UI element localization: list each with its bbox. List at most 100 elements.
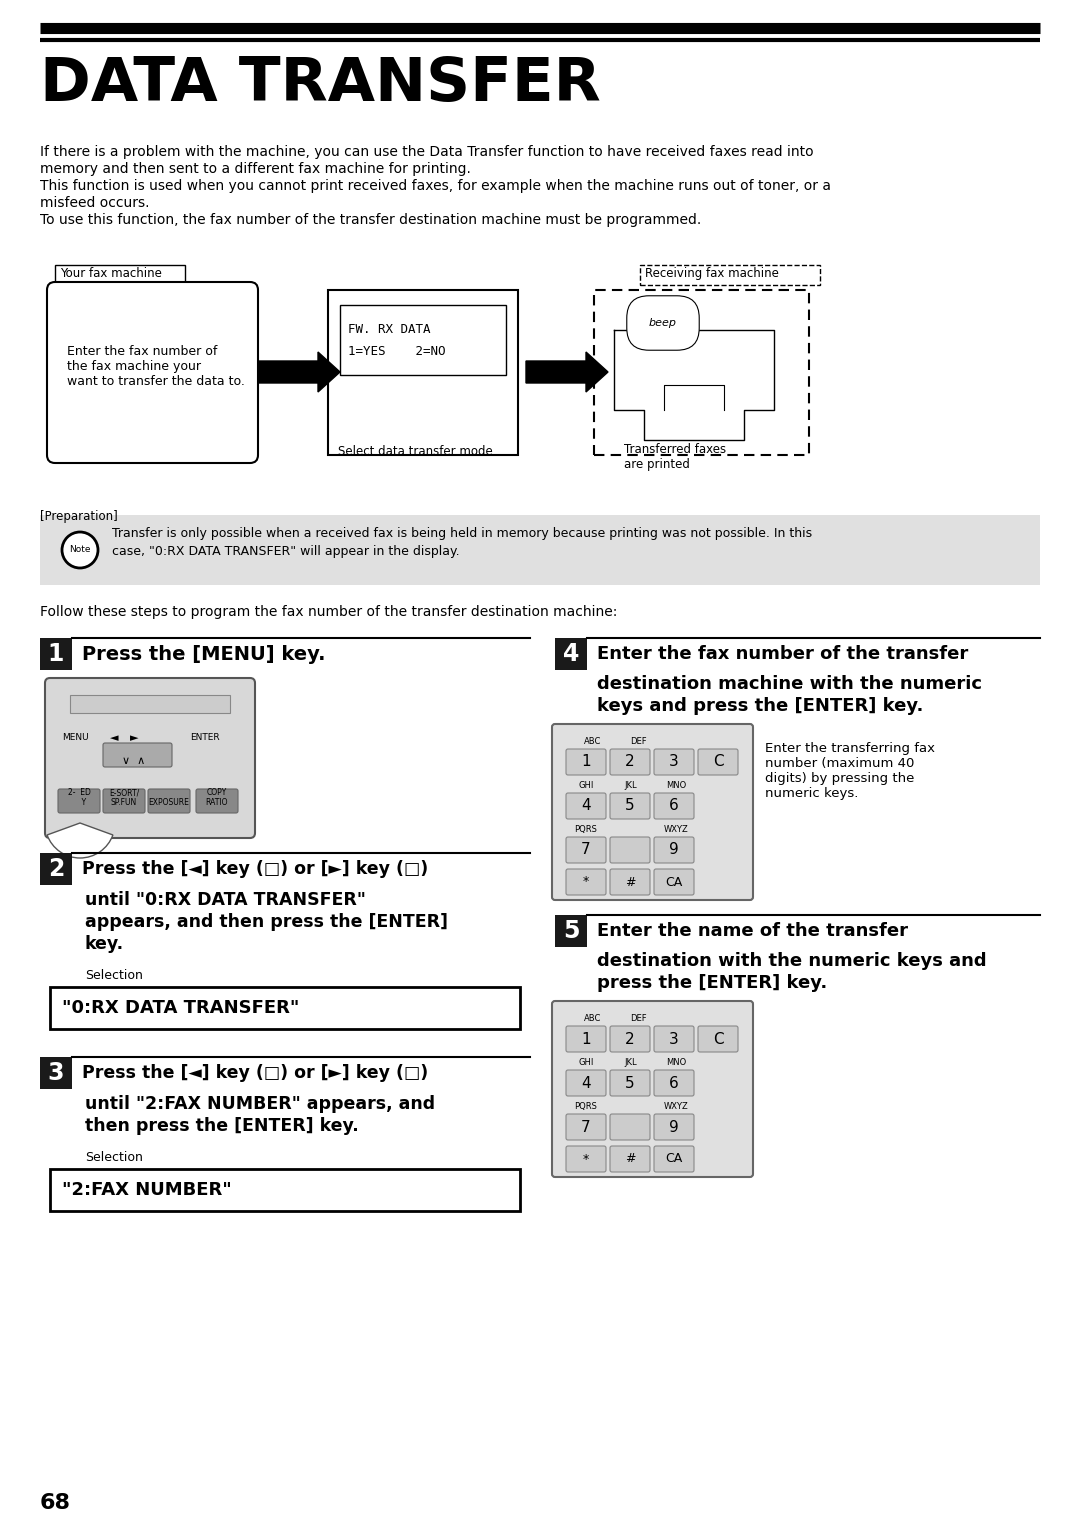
Text: #: # — [624, 876, 635, 888]
Bar — [55, 264, 185, 286]
FancyBboxPatch shape — [566, 1025, 606, 1051]
Text: MNO: MNO — [666, 1057, 686, 1067]
Text: Receiving fax machine: Receiving fax machine — [645, 267, 779, 280]
Bar — [555, 639, 588, 669]
FancyBboxPatch shape — [552, 724, 753, 900]
Text: 1: 1 — [581, 755, 591, 770]
FancyBboxPatch shape — [45, 678, 255, 837]
Text: *: * — [583, 1152, 589, 1166]
FancyBboxPatch shape — [654, 869, 694, 895]
Text: COPY: COPY — [207, 788, 227, 798]
FancyArrow shape — [258, 351, 340, 393]
Text: ◄: ◄ — [110, 733, 119, 743]
Text: 5: 5 — [625, 799, 635, 813]
FancyBboxPatch shape — [58, 788, 100, 813]
Text: GHI: GHI — [578, 1057, 594, 1067]
Text: Press the [◄] key (□) or [►] key (□): Press the [◄] key (□) or [►] key (□) — [82, 1063, 429, 1082]
Text: EXPOSURE: EXPOSURE — [149, 798, 189, 807]
Bar — [40, 515, 1040, 585]
Text: misfeed occurs.: misfeed occurs. — [40, 196, 149, 209]
Bar — [50, 1169, 519, 1212]
Text: destination machine with the numeric: destination machine with the numeric — [597, 675, 982, 694]
Text: beep: beep — [649, 318, 677, 329]
Text: WXYZ: WXYZ — [663, 1102, 688, 1111]
Text: 5: 5 — [563, 918, 579, 943]
Text: SP.FUN: SP.FUN — [111, 798, 137, 807]
Text: CA: CA — [665, 876, 683, 888]
Wedge shape — [48, 824, 113, 859]
Text: RATIO: RATIO — [206, 798, 228, 807]
Text: 9: 9 — [670, 842, 679, 857]
FancyBboxPatch shape — [698, 1025, 738, 1051]
Text: appears, and then press the [ENTER]: appears, and then press the [ENTER] — [85, 914, 448, 931]
Text: Note: Note — [69, 545, 91, 555]
Text: 3: 3 — [48, 1060, 64, 1085]
Text: ∨  ∧: ∨ ∧ — [122, 756, 145, 766]
Text: DEF: DEF — [630, 736, 646, 746]
Text: Press the [◄] key (□) or [►] key (□): Press the [◄] key (□) or [►] key (□) — [82, 860, 429, 879]
Text: GHI: GHI — [578, 781, 594, 790]
Bar — [640, 264, 820, 286]
Text: then press the [ENTER] key.: then press the [ENTER] key. — [85, 1117, 359, 1135]
Text: 1=YES    2=NO: 1=YES 2=NO — [348, 345, 446, 358]
Text: Select data transfer mode: Select data transfer mode — [338, 445, 492, 458]
Text: "0:RX DATA TRANSFER": "0:RX DATA TRANSFER" — [62, 999, 299, 1018]
Text: 5: 5 — [625, 1076, 635, 1091]
Text: Your fax machine: Your fax machine — [60, 267, 162, 280]
FancyArrow shape — [526, 351, 608, 393]
Text: until "0:RX DATA TRANSFER": until "0:RX DATA TRANSFER" — [85, 891, 366, 909]
Text: press the [ENTER] key.: press the [ENTER] key. — [597, 973, 827, 992]
Text: E-SORT/: E-SORT/ — [109, 788, 139, 798]
Bar — [555, 915, 588, 947]
Text: 3: 3 — [670, 1031, 679, 1047]
Text: destination with the numeric keys and: destination with the numeric keys and — [597, 952, 987, 970]
FancyBboxPatch shape — [654, 1070, 694, 1096]
Text: memory and then sent to a different fax machine for printing.: memory and then sent to a different fax … — [40, 162, 471, 176]
Text: 7: 7 — [581, 842, 591, 857]
Bar — [594, 290, 809, 455]
FancyBboxPatch shape — [566, 1146, 606, 1172]
FancyBboxPatch shape — [610, 1114, 650, 1140]
Text: #: # — [624, 1152, 635, 1166]
Text: ABC: ABC — [584, 736, 602, 746]
FancyBboxPatch shape — [566, 1114, 606, 1140]
Text: 2: 2 — [625, 755, 635, 770]
Circle shape — [62, 532, 98, 568]
Text: *: * — [583, 876, 589, 888]
Bar — [40, 639, 72, 669]
Bar — [40, 853, 72, 885]
Bar — [50, 987, 519, 1028]
Text: JKL: JKL — [624, 1057, 637, 1067]
Text: 6: 6 — [670, 1076, 679, 1091]
Text: until "2:FAX NUMBER" appears, and: until "2:FAX NUMBER" appears, and — [85, 1096, 435, 1112]
Text: DEF: DEF — [630, 1015, 646, 1024]
Text: FW. RX DATA: FW. RX DATA — [348, 322, 431, 336]
Text: MENU: MENU — [62, 733, 89, 743]
Text: "2:FAX NUMBER": "2:FAX NUMBER" — [62, 1181, 232, 1199]
Text: Press the [MENU] key.: Press the [MENU] key. — [82, 645, 325, 663]
Text: Selection: Selection — [85, 1151, 143, 1164]
FancyBboxPatch shape — [610, 793, 650, 819]
FancyBboxPatch shape — [610, 749, 650, 775]
FancyBboxPatch shape — [654, 1114, 694, 1140]
FancyBboxPatch shape — [148, 788, 190, 813]
Text: Enter the fax number of
the fax machine your
want to transfer the data to.: Enter the fax number of the fax machine … — [67, 345, 245, 388]
FancyBboxPatch shape — [610, 1146, 650, 1172]
Text: [Preparation]: [Preparation] — [40, 510, 118, 523]
FancyBboxPatch shape — [566, 1070, 606, 1096]
Text: key.: key. — [85, 935, 124, 953]
Text: 2: 2 — [48, 857, 64, 882]
Text: MNO: MNO — [666, 781, 686, 790]
Text: Follow these steps to program the fax number of the transfer destination machine: Follow these steps to program the fax nu… — [40, 605, 618, 619]
Text: 1: 1 — [48, 642, 64, 666]
Text: Enter the fax number of the transfer: Enter the fax number of the transfer — [597, 645, 969, 663]
Text: C: C — [713, 1031, 724, 1047]
FancyBboxPatch shape — [654, 1146, 694, 1172]
Text: If there is a problem with the machine, you can use the Data Transfer function t: If there is a problem with the machine, … — [40, 145, 813, 159]
FancyBboxPatch shape — [610, 869, 650, 895]
Text: JKL: JKL — [624, 781, 637, 790]
Text: To use this function, the fax number of the transfer destination machine must be: To use this function, the fax number of … — [40, 212, 701, 228]
Text: 2: 2 — [625, 1031, 635, 1047]
Text: Y: Y — [72, 798, 86, 807]
FancyBboxPatch shape — [610, 837, 650, 863]
